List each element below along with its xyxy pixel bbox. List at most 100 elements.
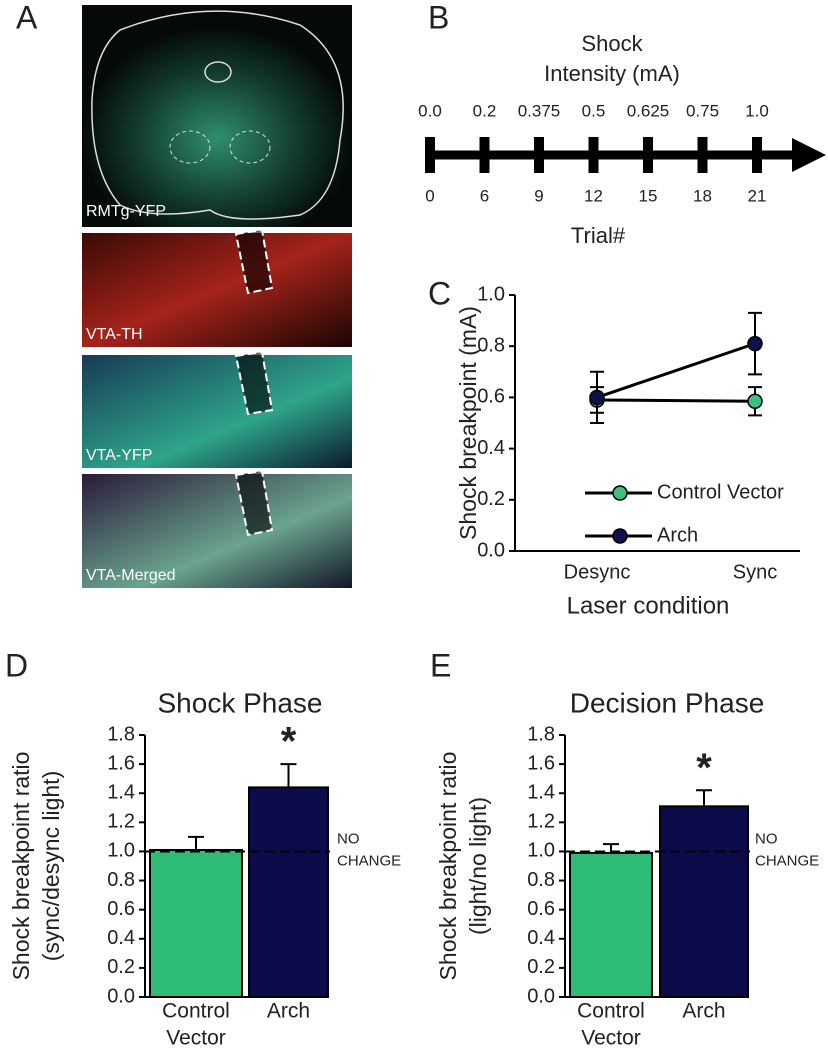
x-axis-title: Laser condition [567,592,730,619]
y-tick-label: 1.6 [107,752,135,774]
title: Decision Phase [570,687,765,718]
legend-label: Arch [657,524,698,546]
y-tick-label: 0.8 [107,869,135,891]
outline [204,61,232,83]
panel-letter: B [428,0,449,35]
micrograph [82,355,352,468]
outline [169,130,211,164]
x-tick-label: Control [577,1000,645,1023]
series-line [596,342,756,399]
value-label: 0.5 [582,101,606,120]
y-tick-label: 1.0 [107,840,135,862]
bar [659,805,749,998]
x-tick-label: Sync [733,561,777,583]
y-tick-label: 0.8 [477,334,505,356]
y-tick-label: 1.6 [527,752,555,774]
x-tick-label: Vector [581,1027,641,1050]
y-tick-label: 1.4 [107,782,135,804]
y-axis-title: Shock breakpoint (mA) [455,306,481,540]
value-label: 0.625 [627,101,670,120]
error-bar [280,763,297,788]
y-axis-title: (sync/desync light) [38,771,64,961]
fiber-track [234,469,274,537]
trial-marker [479,137,490,173]
y-axis-title: (light/no light) [465,797,491,935]
y-axis-title: Shock breakpoint ratio [435,752,461,981]
y-tick-label: 1.0 [477,283,505,305]
x-tick-label: 6 [480,186,489,205]
y-tick-label: 0.4 [107,927,135,949]
value-label: 0.375 [518,101,561,120]
y-tick-label: 0.6 [477,386,505,408]
y-tick-label: 0.2 [527,956,555,978]
value-label: 0.2 [473,101,497,120]
reference-label: CHANGE [755,852,819,869]
x-tick-label: 9 [534,186,543,205]
error-bar [696,789,712,807]
micrograph [82,233,352,347]
bar [248,786,329,999]
panel-letter: C [428,275,451,311]
y-tick-label: 1.0 [527,840,555,862]
trial-marker [643,137,653,173]
x-axis-title: Trial# [571,223,626,248]
trial-marker [697,137,708,173]
value-label: 1.0 [745,101,769,120]
title: Intensity (mA) [544,61,680,86]
image-label: VTA-Merged [86,567,176,584]
y-tick-label: 0.6 [107,898,135,920]
bar [569,851,653,999]
y-tick-label: 0.4 [527,927,555,949]
image-label: VTA-TH [86,326,143,343]
reference-label: NO [337,830,360,847]
x-tick-label: 21 [748,186,767,205]
reference-label: CHANGE [337,852,401,869]
significance: * [281,720,297,764]
panel-letter: D [5,647,28,683]
marker [747,393,763,409]
title: Shock [581,31,643,56]
y-tick-label: 0.2 [107,956,135,978]
micrograph [82,474,352,588]
x-tick-label: 0 [425,186,434,205]
trial-marker [425,137,435,173]
bar [149,848,243,998]
trial-marker [752,137,762,173]
y-tick-label: 0.6 [527,898,555,920]
legend-marker [612,528,628,544]
value-label: 0.0 [418,101,442,120]
micrographs: RMTg-YFP VTA-TH VTA-YFP VTA-Merged [82,5,352,588]
y-tick-label: 1.2 [527,811,555,833]
outline [91,10,344,220]
value-label: 0.75 [686,101,719,120]
reference-label: NO [755,830,778,847]
legend-label: Control Vector [657,481,784,503]
y-tick-label: 1.8 [527,723,555,745]
marker [747,335,763,352]
y-tick-label: 0.8 [527,869,555,891]
y-tick-label: 1.2 [107,811,135,833]
x-tick-label: 12 [584,186,603,205]
x-tick-label: 18 [693,186,712,205]
x-tick-label: Arch [267,1000,310,1023]
y-tick-label: 0.0 [477,539,505,561]
significance: * [696,746,712,790]
micrograph [82,5,352,227]
legend-marker [612,485,628,501]
error-bar [188,835,204,850]
y-tick-label: 1.4 [527,782,555,804]
y-tick-label: 0.2 [477,488,505,510]
x-tick-label: Arch [682,1000,725,1023]
series-line [596,398,756,403]
fiber-track [234,228,274,295]
trial-marker [534,137,544,173]
y-tick-label: 0.0 [527,985,555,1007]
y-tick-label: 1.8 [107,723,135,745]
arrow-head [792,138,826,172]
y-axis-title: Shock breakpoint ratio [8,752,34,981]
outline [229,130,271,164]
title: Shock Phase [158,687,323,718]
x-tick-label: Vector [166,1027,226,1050]
trial-marker [588,137,599,173]
